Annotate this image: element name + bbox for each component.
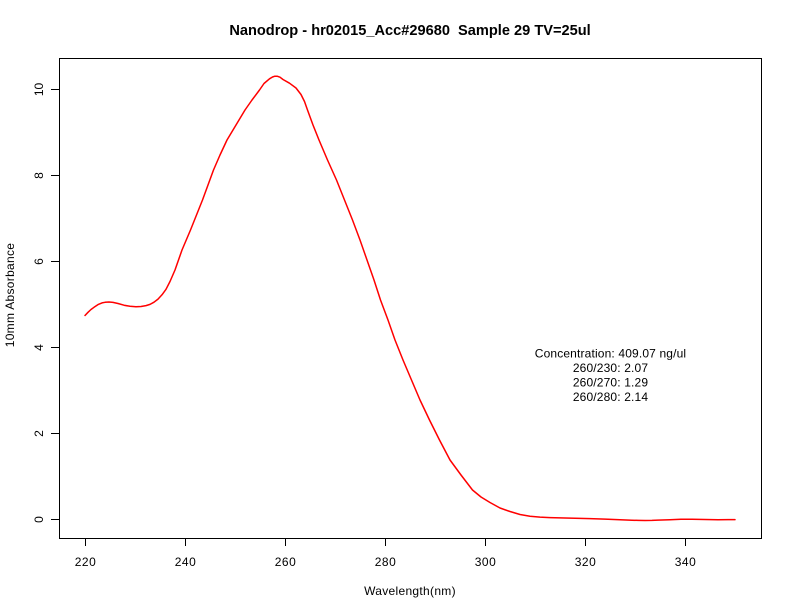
svg-text:240: 240 [175,555,197,569]
svg-text:0: 0 [32,516,46,523]
svg-text:260/280: 2.14: 260/280: 2.14 [573,390,649,404]
svg-text:6: 6 [32,258,46,265]
svg-text:300: 300 [475,555,497,569]
svg-text:Wavelength(nm): Wavelength(nm) [364,584,456,598]
svg-text:320: 320 [575,555,597,569]
svg-text:10: 10 [32,83,46,97]
svg-text:4: 4 [32,344,46,351]
svg-text:2: 2 [32,430,46,437]
svg-text:8: 8 [32,172,46,179]
svg-text:10mm Absorbance: 10mm Absorbance [3,243,17,348]
svg-text:260/270: 1.29: 260/270: 1.29 [573,376,649,390]
svg-text:Nanodrop - hr02015_Acc#29680: Nanodrop - hr02015_Acc#29680 Sample 29 T… [229,23,590,39]
svg-text:220: 220 [75,555,97,569]
svg-text:260: 260 [275,555,297,569]
svg-text:Concentration: 409.07 ng/ul: Concentration: 409.07 ng/ul [535,347,687,361]
svg-text:280: 280 [375,555,397,569]
svg-text:260/230: 2.07: 260/230: 2.07 [573,361,649,375]
svg-text:340: 340 [675,555,697,569]
